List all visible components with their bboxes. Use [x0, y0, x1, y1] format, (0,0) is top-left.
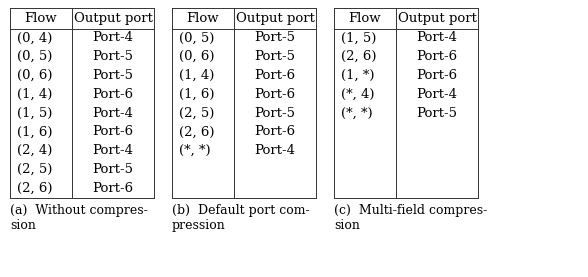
- Text: Port-4: Port-4: [416, 31, 457, 44]
- Text: Port-5: Port-5: [92, 163, 133, 176]
- Text: Output port: Output port: [397, 12, 476, 25]
- Text: Port-5: Port-5: [92, 50, 133, 63]
- Text: Port-6: Port-6: [92, 88, 133, 101]
- Text: Port-4: Port-4: [255, 144, 296, 157]
- Text: (2, 4): (2, 4): [17, 144, 52, 157]
- Text: Port-4: Port-4: [92, 31, 133, 44]
- Text: (1, 6): (1, 6): [17, 125, 52, 138]
- Text: (c)  Multi-field compres-
sion: (c) Multi-field compres- sion: [334, 204, 487, 232]
- Text: (2, 6): (2, 6): [179, 125, 215, 138]
- Text: Flow: Flow: [186, 12, 219, 25]
- Text: Port-5: Port-5: [416, 107, 457, 120]
- Text: Output port: Output port: [236, 12, 315, 25]
- Text: Port-4: Port-4: [92, 144, 133, 157]
- Text: (*, *): (*, *): [341, 107, 373, 120]
- Text: (0, 5): (0, 5): [17, 50, 52, 63]
- Text: Port-5: Port-5: [92, 69, 133, 82]
- Text: Flow: Flow: [25, 12, 57, 25]
- Text: Port-4: Port-4: [416, 88, 457, 101]
- Text: (0, 5): (0, 5): [179, 31, 215, 44]
- Text: Port-6: Port-6: [255, 125, 296, 138]
- Text: Port-6: Port-6: [92, 125, 133, 138]
- Text: Output port: Output port: [74, 12, 152, 25]
- Text: (0, 6): (0, 6): [179, 50, 215, 63]
- Text: (1, 5): (1, 5): [17, 107, 52, 120]
- Text: (2, 6): (2, 6): [341, 50, 376, 63]
- Text: Port-6: Port-6: [92, 182, 133, 195]
- Text: Port-5: Port-5: [255, 50, 296, 63]
- Text: (2, 6): (2, 6): [17, 182, 52, 195]
- Text: (1, 4): (1, 4): [179, 69, 215, 82]
- Text: Port-6: Port-6: [255, 88, 296, 101]
- Text: (1, *): (1, *): [341, 69, 375, 82]
- Text: (a)  Without compres-
sion: (a) Without compres- sion: [10, 204, 148, 232]
- Text: (2, 5): (2, 5): [179, 107, 215, 120]
- Text: (1, 6): (1, 6): [179, 88, 215, 101]
- Text: (1, 5): (1, 5): [341, 31, 376, 44]
- Text: (1, 4): (1, 4): [17, 88, 52, 101]
- Text: (b)  Default port com-
pression: (b) Default port com- pression: [172, 204, 310, 232]
- Text: Port-5: Port-5: [255, 107, 296, 120]
- Text: Flow: Flow: [349, 12, 381, 25]
- Text: (0, 4): (0, 4): [17, 31, 52, 44]
- Text: Port-4: Port-4: [92, 107, 133, 120]
- Text: (*, *): (*, *): [179, 144, 211, 157]
- Text: (2, 5): (2, 5): [17, 163, 52, 176]
- Text: (*, 4): (*, 4): [341, 88, 375, 101]
- Text: Port-6: Port-6: [255, 69, 296, 82]
- Text: Port-6: Port-6: [416, 69, 457, 82]
- Text: Port-6: Port-6: [416, 50, 457, 63]
- Text: (0, 6): (0, 6): [17, 69, 52, 82]
- Text: Port-5: Port-5: [255, 31, 296, 44]
